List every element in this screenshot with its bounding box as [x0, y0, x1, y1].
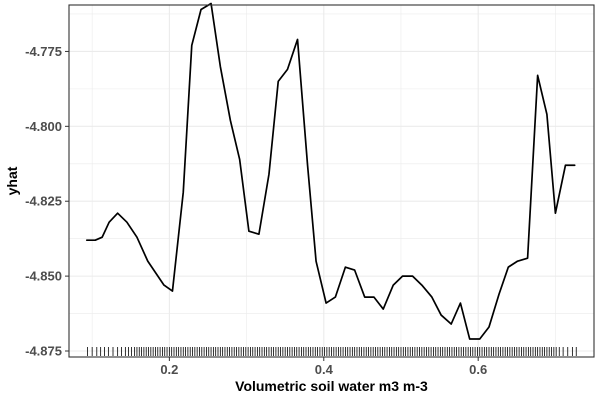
minor-gridlines: [69, 5, 594, 357]
y-tick-label: -4.850: [25, 269, 62, 284]
y-tick-label: -4.875: [25, 344, 62, 359]
y-axis-title: yhat: [4, 166, 20, 195]
y-tick-label: -4.800: [25, 119, 62, 134]
x-axis-title: Volumetric soil water m3 m-3: [235, 378, 428, 394]
x-tick-label: 0.2: [160, 362, 178, 377]
panel-border: [68, 4, 595, 358]
rug-marks: [87, 347, 577, 356]
x-tick-label: 0.6: [469, 362, 487, 377]
series-line: [85, 2, 576, 340]
y-axis-ticks: -4.875 -4.850 -4.825 -4.800 -4.775: [25, 44, 69, 359]
x-tick-label: 0.4: [315, 362, 334, 377]
x-axis-ticks: 0.2 0.4 0.6: [160, 357, 487, 377]
major-gridlines: [69, 5, 594, 357]
y-tick-label: -4.825: [25, 194, 62, 209]
line-layer: [85, 2, 576, 340]
y-tick-label: -4.775: [25, 44, 62, 59]
